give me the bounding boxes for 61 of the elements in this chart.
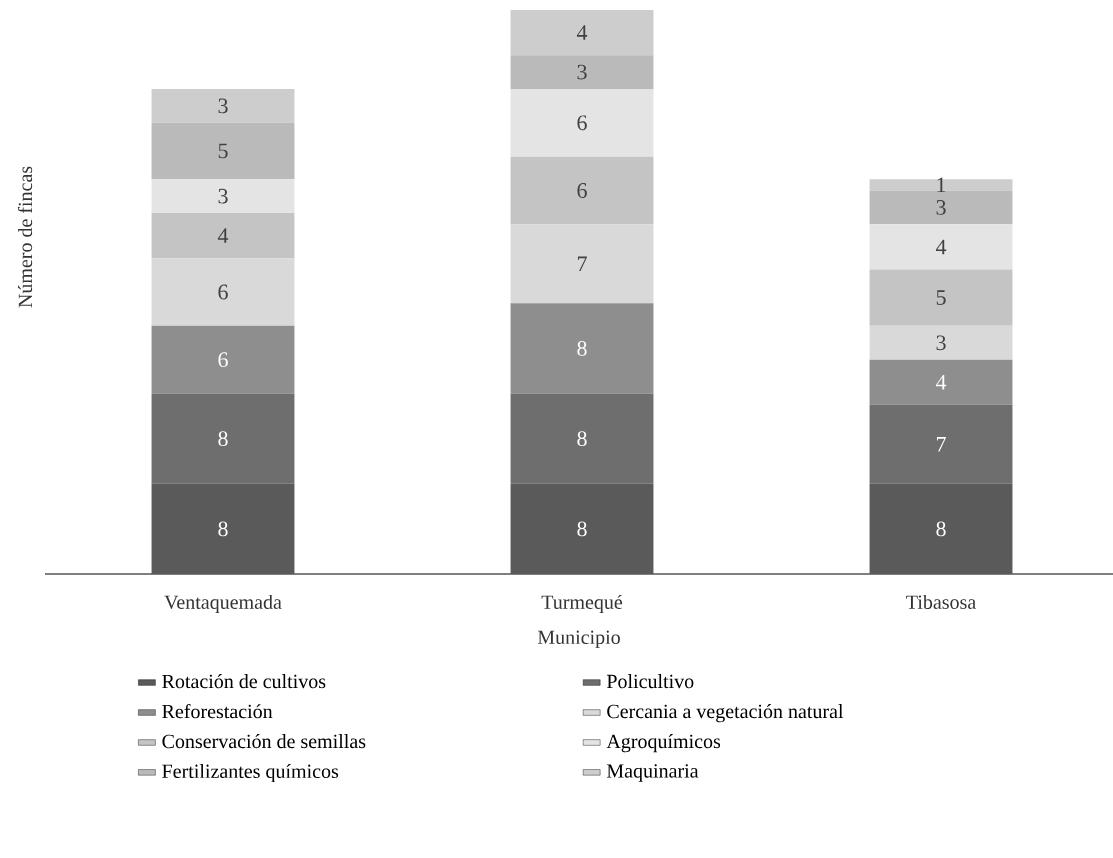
bar — [869, 325, 1013, 360]
data-label: 5 — [218, 143, 228, 159]
data-label: 3 — [936, 200, 946, 215]
bar — [510, 224, 654, 304]
data-label: 8 — [577, 431, 587, 447]
bar — [151, 88, 295, 123]
bar — [510, 156, 654, 225]
x-tick-label: Tibasosa — [906, 594, 976, 609]
bar — [510, 55, 654, 89]
data-label: 3 — [936, 335, 946, 351]
data-label: 8 — [577, 521, 587, 537]
bar — [869, 190, 1013, 225]
bar — [151, 258, 295, 326]
data-label: 8 — [218, 431, 228, 447]
data-label: 7 — [936, 437, 946, 452]
data-label: 3 — [577, 64, 587, 80]
bar — [869, 404, 1013, 484]
bar — [151, 325, 295, 394]
legend-label: Agroquímicos — [606, 734, 721, 753]
bar — [151, 483, 295, 575]
y-axis-title: Número de fincas — [17, 166, 33, 308]
legend-label: Cercania a vegetación natural — [607, 704, 844, 723]
data-label: 4 — [217, 228, 229, 243]
x-axis-title: Municipio — [537, 630, 620, 649]
bar — [510, 303, 654, 394]
data-label: 8 — [218, 521, 228, 537]
legend-label: Maquinaria — [606, 764, 699, 782]
legend-label: Rotación de cultivos — [162, 674, 326, 689]
data-label: 4 — [935, 239, 947, 255]
data-label: 6 — [218, 352, 228, 368]
data-label: 7 — [577, 256, 587, 272]
bar — [869, 269, 1013, 326]
x-tick-label: Turmequé — [541, 594, 623, 614]
data-label: 1 — [937, 177, 946, 193]
data-label: 3 — [218, 98, 228, 114]
bar — [510, 393, 654, 484]
bar — [151, 122, 295, 180]
bar — [510, 10, 654, 56]
data-label: 5 — [936, 290, 946, 305]
bar — [151, 393, 295, 484]
data-label: 6 — [218, 284, 228, 300]
bar — [869, 179, 1013, 191]
bar — [869, 224, 1013, 270]
legend-label: Policultivo — [606, 674, 694, 689]
bar — [151, 179, 295, 214]
bar — [510, 88, 654, 157]
legend-label: Fertilizantes químicos — [162, 763, 339, 783]
data-label: 4 — [935, 375, 947, 390]
data-label: 8 — [577, 340, 587, 356]
bar — [510, 483, 654, 575]
data-label: 3 — [218, 188, 228, 204]
data-label: 6 — [577, 183, 587, 198]
data-label: 4 — [576, 25, 588, 40]
legend-label: Conservación de semillas — [162, 734, 366, 749]
data-label: 8 — [936, 521, 946, 537]
legend-label: Reforestación — [162, 703, 273, 719]
bar — [869, 359, 1013, 405]
bar — [869, 483, 1013, 575]
data-label: 6 — [577, 115, 587, 131]
bar — [151, 213, 295, 259]
x-tick-label: Ventaquemada — [164, 594, 282, 614]
